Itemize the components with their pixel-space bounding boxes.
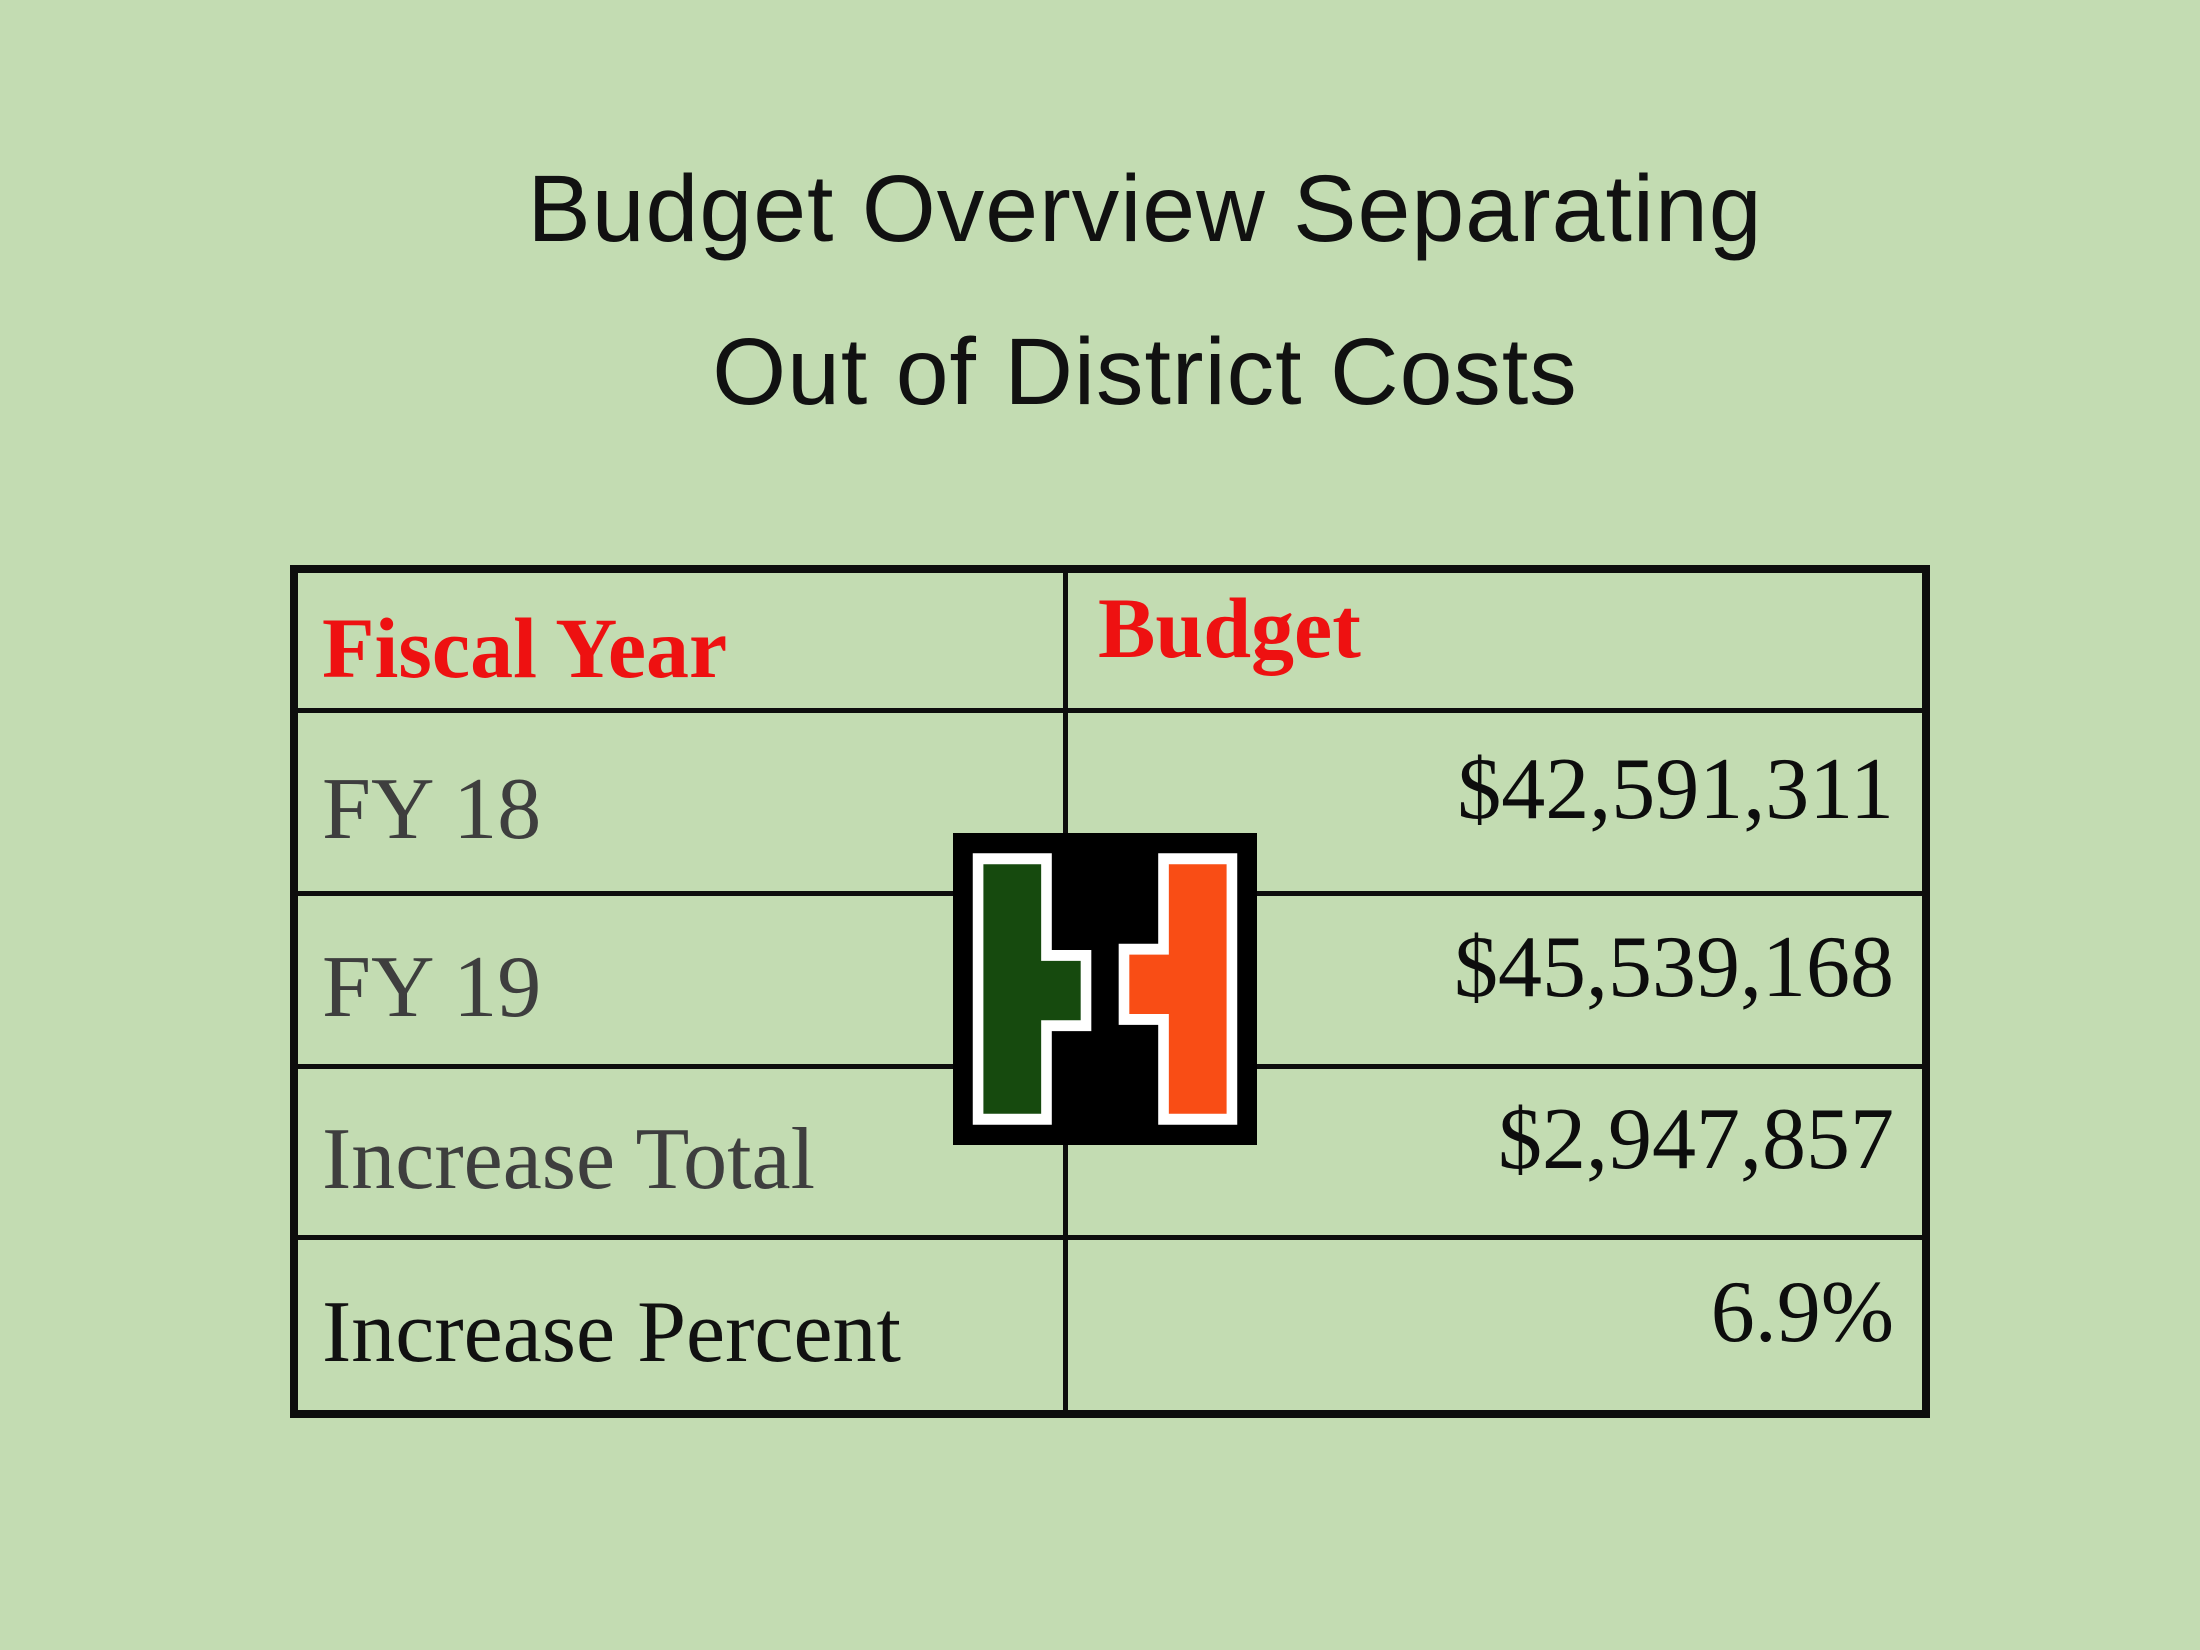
fy18-value: $42,591,311 — [1457, 740, 1894, 838]
slide-title-line-1: Budget Overview Separating — [527, 156, 1763, 262]
table-row-increase-total-value-cell: $2,947,857 — [1068, 1069, 1922, 1240]
table-row-increase-total-label-cell: Increase Total — [298, 1069, 1068, 1240]
h-monogram-logo-svg — [953, 833, 1257, 1145]
fiscal-year-header-label: Fiscal Year — [322, 599, 728, 696]
fy18-label: FY 18 — [322, 760, 542, 858]
budget-table: Fiscal Year Budget FY 18 $42,591,311 FY … — [290, 565, 1930, 1418]
budget-header-label: Budget — [1098, 579, 1361, 676]
table-row-fy18-label-cell: FY 18 — [298, 713, 1068, 896]
increase-total-label: Increase Total — [322, 1110, 816, 1208]
increase-total-value: $2,947,857 — [1498, 1090, 1894, 1188]
table-row-fy19-value-cell: $45,539,168 — [1068, 896, 1922, 1069]
fy19-value: $45,539,168 — [1454, 918, 1894, 1016]
slide-title-line-2: Out of District Costs — [712, 319, 1578, 426]
table-row-fy18-value-cell: $42,591,311 — [1068, 713, 1922, 896]
fy19-label: FY 19 — [322, 938, 542, 1036]
header-cell-fiscal-year: Fiscal Year — [298, 573, 1068, 713]
slide-title: Budget Overview Separating Out of Distri… — [90, 128, 2200, 455]
table-row-increase-percent-label-cell: Increase Percent — [298, 1240, 1068, 1410]
table-row-increase-percent-value-cell: 6.9% — [1068, 1240, 1922, 1410]
logo-orange-h-half — [1118, 853, 1238, 1125]
logo-green-h-half — [972, 853, 1092, 1125]
header-cell-budget: Budget — [1068, 573, 1922, 713]
h-monogram-logo — [953, 833, 1257, 1145]
increase-percent-label: Increase Percent — [322, 1283, 901, 1381]
increase-percent-value: 6.9% — [1710, 1263, 1894, 1361]
